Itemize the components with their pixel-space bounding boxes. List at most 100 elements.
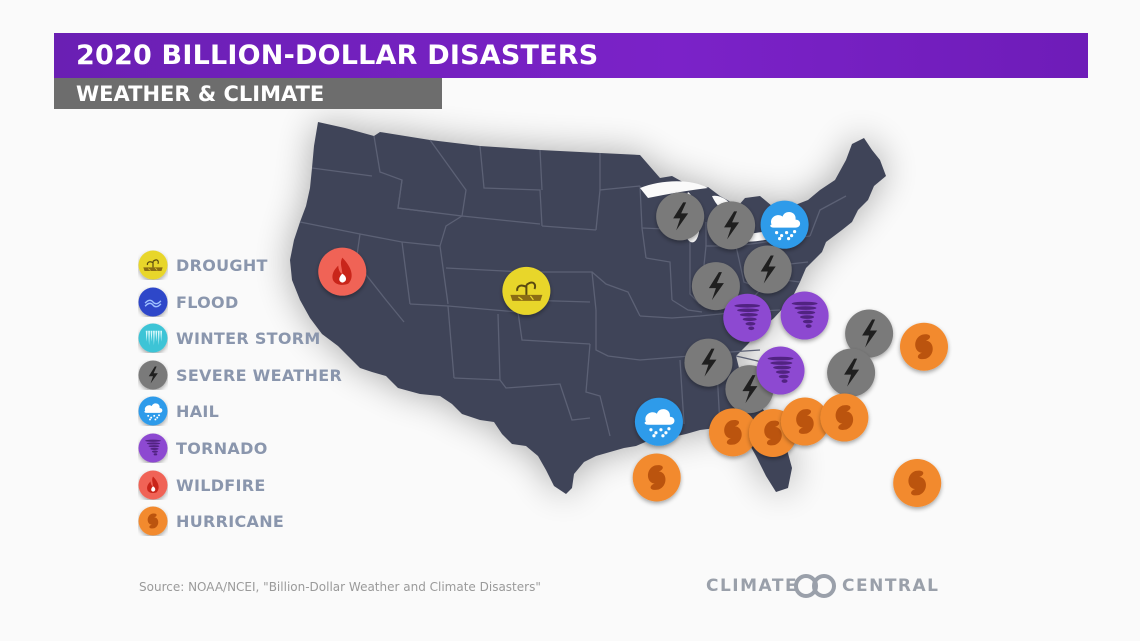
legend-label: FLOOD	[176, 292, 239, 312]
brand-word-right: CENTRAL	[842, 576, 940, 596]
marker-severe-weather	[743, 245, 792, 294]
legend-label: DROUGHT	[176, 256, 268, 275]
hail-cloud-icon	[644, 409, 675, 438]
marker-severe-weather	[845, 309, 894, 358]
marker-tornado	[780, 291, 829, 340]
lightning-bolt-icon	[138, 360, 168, 390]
hurricane-icon	[835, 405, 854, 430]
lightning-bolt-icon	[673, 202, 689, 231]
state-border	[585, 343, 611, 437]
marker-hurricane	[780, 397, 829, 446]
state-border	[645, 257, 673, 301]
lightning-bolt-icon	[701, 348, 717, 377]
hurricane-icon	[908, 470, 926, 496]
legend-swatch	[138, 470, 168, 500]
marker-hurricane	[632, 453, 681, 502]
icicles-icon	[138, 323, 168, 353]
legend-item-hurricane: HURRICANE	[138, 506, 358, 536]
icicles-icon	[145, 330, 163, 346]
hurricane-icon	[724, 419, 742, 445]
state-border	[591, 271, 641, 317]
marker-hurricane	[893, 458, 942, 507]
state-border	[595, 310, 641, 361]
page-title: 2020 BILLION-DOLLAR DISASTERS	[76, 40, 599, 71]
tornado-icon	[767, 356, 794, 383]
marker-wildfire	[318, 247, 367, 296]
marker-tornado	[756, 346, 805, 395]
state-border	[539, 149, 543, 191]
flood-wave-icon	[144, 299, 162, 308]
marker-hurricane	[820, 393, 869, 442]
state-border	[671, 299, 703, 313]
marker-hurricane	[899, 322, 948, 371]
legend-item-winter-storm: WINTER STORM	[138, 323, 358, 353]
drought-icon	[510, 281, 543, 301]
legend-item-severe-weather: SEVERE WEATHER	[138, 360, 358, 390]
legend-swatch	[138, 506, 168, 536]
legend-swatch	[138, 360, 168, 390]
legend-label: HAIL	[176, 402, 220, 422]
hurricane-icon	[138, 506, 168, 536]
legend-item-wildfire: WILDFIRE	[138, 470, 358, 500]
tornado-icon	[791, 301, 818, 328]
marker-severe-weather	[707, 201, 756, 250]
legend-item-flood: FLOOD	[138, 287, 358, 317]
marker-circle	[138, 323, 168, 353]
hurricane-icon	[647, 465, 666, 490]
flood-wave-icon	[138, 287, 168, 317]
legend-swatch	[138, 287, 168, 317]
source-note: Source: NOAA/NCEI, "Billion-Dollar Weath…	[139, 580, 541, 594]
flame-icon	[332, 257, 352, 285]
hail-cloud-icon	[770, 212, 801, 241]
state-border	[499, 379, 591, 421]
subtitle-banner: WEATHER & CLIMATE	[54, 78, 442, 109]
tornado-icon	[145, 439, 161, 456]
legend-swatch	[138, 250, 168, 280]
hurricane-icon	[764, 420, 782, 446]
state-border	[517, 311, 591, 345]
legend-label: SEVERE WEATHER	[176, 365, 343, 385]
tornado-icon	[138, 433, 168, 463]
legend-label: TORNADO	[176, 439, 268, 458]
lightning-bolt-icon	[862, 319, 878, 348]
state-border	[439, 215, 463, 247]
marker-tornado	[723, 293, 772, 342]
legend-item-drought: DROUGHT	[138, 250, 358, 280]
marker-hail	[634, 397, 683, 446]
marker-drought	[502, 266, 551, 315]
legend-swatch	[138, 396, 168, 426]
lightning-bolt-icon	[844, 358, 860, 387]
flame-icon	[138, 470, 168, 500]
marker-hurricane	[708, 408, 757, 457]
legend-item-hail: HAIL	[138, 396, 358, 426]
title-banner: 2020 BILLION-DOLLAR DISASTERS	[54, 33, 1088, 78]
marker-severe-weather	[691, 262, 740, 311]
state-border	[311, 167, 373, 177]
legend-label: HURRICANE	[176, 512, 285, 532]
flame-icon	[147, 476, 159, 493]
lightning-bolt-icon	[708, 272, 724, 301]
legend-item-tornado: TORNADO	[138, 433, 358, 463]
marker-severe-weather	[684, 338, 733, 387]
marker-hail	[760, 200, 809, 249]
legend-swatch	[138, 433, 168, 463]
tornado-icon	[734, 303, 761, 331]
page-subtitle: WEATHER & CLIMATE	[76, 82, 325, 106]
marker-severe-weather	[827, 348, 876, 397]
hail-cloud-icon	[144, 403, 163, 421]
brand-rings-icon	[794, 574, 836, 598]
brand-word-left: CLIMATE	[706, 576, 799, 596]
state-border	[679, 359, 685, 425]
state-border	[809, 195, 847, 237]
lightning-bolt-icon	[724, 211, 740, 240]
marker-severe-weather	[656, 192, 705, 241]
state-border	[689, 230, 701, 305]
legend-swatch	[138, 323, 168, 353]
state-border	[479, 145, 543, 227]
hurricane-icon	[796, 409, 814, 434]
state-border	[461, 215, 541, 225]
legend-label: WINTER STORM	[176, 329, 321, 349]
state-border	[541, 225, 597, 231]
disaster-markers	[318, 192, 948, 507]
